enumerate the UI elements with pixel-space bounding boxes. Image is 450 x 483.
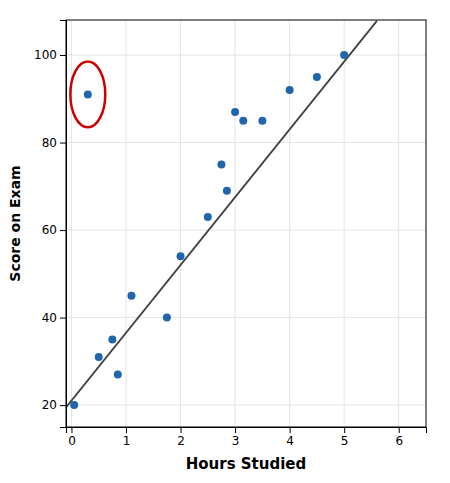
x-tick: 3 (232, 427, 240, 448)
scatter-point (217, 160, 225, 168)
y-axis: 20 40 60 80 100 (34, 21, 66, 428)
scatter-point (286, 86, 294, 94)
y-tick-label: 60 (42, 223, 57, 237)
y-tick-label: 80 (42, 136, 57, 150)
scatter-series (70, 51, 348, 409)
chart: 0 1 2 3 4 5 6 20 40 60 80 100 Hours Studied Score on … (0, 0, 450, 483)
scatter-point (223, 187, 231, 195)
x-tick: 4 (286, 427, 294, 448)
y-tick-mark (60, 318, 66, 319)
x-tick: 0 (68, 427, 76, 448)
y-tick: 100 (34, 48, 66, 62)
x-tick-label: 2 (177, 434, 185, 448)
scatter-point (231, 108, 239, 116)
x-tick-mark (181, 427, 182, 433)
grid-line-y (66, 55, 426, 56)
y-tick-label: 100 (34, 48, 57, 62)
scatter-point (177, 252, 185, 260)
y-tick: 20 (42, 398, 66, 412)
plot-frame (66, 20, 426, 427)
y-tick-label: 20 (42, 398, 57, 412)
x-tick: 6 (395, 427, 403, 448)
x-tick-mark (235, 427, 236, 433)
scatter-point (239, 117, 247, 125)
grid (66, 20, 426, 427)
x-tick-label: 1 (123, 434, 131, 448)
x-tick-label: 5 (341, 434, 349, 448)
x-tick-mark (399, 427, 400, 433)
marks (66, 21, 377, 409)
scatter-point (340, 51, 348, 59)
x-tick-mark (71, 427, 72, 433)
regression-line (66, 21, 377, 408)
x-tick-mark (344, 427, 345, 433)
grid-line-x (289, 20, 290, 427)
x-tick-label: 3 (232, 434, 240, 448)
scatter-point (95, 353, 103, 361)
x-tick: 5 (341, 427, 349, 448)
grid-line-y (66, 230, 426, 231)
grid-line-y (66, 317, 426, 318)
grid-line-y (66, 405, 426, 406)
y-tick: 60 (42, 223, 66, 237)
scatter-point (108, 335, 116, 343)
scatter-point (127, 292, 135, 300)
scatter-point (258, 117, 266, 125)
outlier-ellipse (70, 62, 105, 128)
x-tick-label: 6 (395, 434, 403, 448)
grid-line-x (235, 20, 236, 427)
y-tick-mark (60, 230, 66, 231)
grid-line-x (126, 20, 127, 427)
x-tick: 1 (123, 427, 131, 448)
scatter-point (204, 213, 212, 221)
y-tick-mark (60, 405, 66, 406)
scatter-point (163, 314, 171, 322)
y-axis-title: Score on Exam (7, 165, 23, 281)
x-tick-label: 4 (286, 434, 294, 448)
scatter-point (313, 73, 321, 81)
grid-line-y (66, 142, 426, 143)
y-tick: 80 (42, 136, 66, 150)
x-tick-mark (126, 427, 127, 433)
scatter-point (114, 370, 122, 378)
x-tick: 2 (177, 427, 185, 448)
y-tick-label: 40 (42, 311, 57, 325)
grid-line-x (398, 20, 399, 427)
x-tick-mark (290, 427, 291, 433)
plot: 0 1 2 3 4 5 6 20 40 60 80 100 (34, 20, 426, 448)
y-tick-mark (60, 55, 66, 56)
grid-line-x (180, 20, 181, 427)
y-tick-mark (60, 143, 66, 144)
x-axis-title: Hours Studied (186, 455, 307, 473)
x-axis: 0 1 2 3 4 5 6 (67, 427, 427, 448)
y-axis-line (60, 21, 67, 428)
y-tick: 40 (42, 311, 66, 325)
grid-line-x (344, 20, 345, 427)
x-axis-line (67, 428, 427, 434)
scatter-point (70, 401, 78, 409)
scatter-point (84, 90, 92, 98)
scatter-series (84, 90, 92, 98)
x-tick-label: 0 (68, 434, 76, 448)
